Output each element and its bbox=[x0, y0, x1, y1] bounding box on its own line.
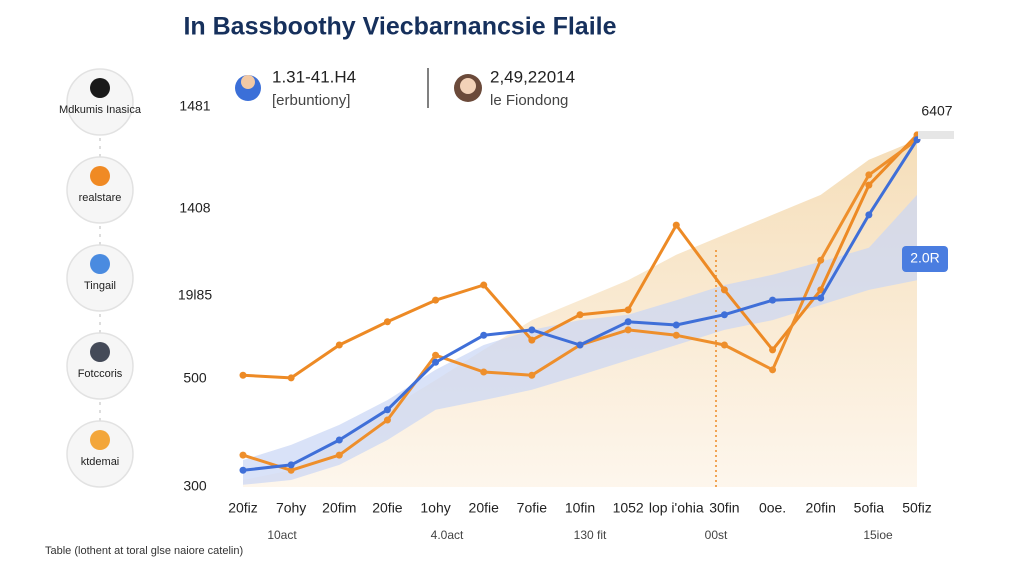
sidebar-icon bbox=[90, 254, 110, 274]
point bbox=[383, 318, 391, 326]
x-tick-label: 1ohy bbox=[420, 500, 450, 516]
point bbox=[239, 371, 247, 379]
point bbox=[720, 286, 728, 294]
x-tick-label: lop i'ohia bbox=[649, 500, 704, 516]
y-tick-label: 19l85 bbox=[178, 287, 212, 303]
sidebar: Mdkumis Inasica realstare Tingail Fotccoris… bbox=[59, 68, 142, 488]
point bbox=[672, 221, 680, 229]
sidebar-label: Fotccoris bbox=[78, 368, 123, 380]
point bbox=[865, 171, 873, 179]
footer: Table (lothent at toral glse naiore cate… bbox=[45, 545, 243, 557]
point bbox=[769, 346, 777, 354]
y-tick-label: 500 bbox=[183, 370, 207, 386]
y-tick-label: 1481 bbox=[179, 98, 210, 114]
sidebar-icon bbox=[90, 342, 110, 362]
point bbox=[865, 181, 873, 189]
point bbox=[335, 436, 343, 444]
sidebar-label: Tingail bbox=[84, 280, 116, 292]
badge bbox=[902, 246, 948, 272]
point bbox=[528, 336, 536, 344]
badge-label: 2.0R bbox=[910, 250, 940, 266]
header-value: 1.31-41.H4 bbox=[272, 67, 356, 86]
sidebar-item bbox=[66, 420, 134, 488]
point bbox=[769, 296, 777, 304]
x-tick-label: 30fin bbox=[709, 500, 739, 516]
point bbox=[672, 331, 680, 339]
x-tick-label: 0oe. bbox=[759, 500, 786, 516]
point bbox=[239, 466, 247, 474]
point bbox=[624, 318, 632, 326]
point bbox=[432, 351, 440, 359]
x-tick-label: 20fim bbox=[322, 500, 356, 516]
x-sublabel: 4.0act bbox=[431, 528, 464, 542]
x-tick-label: 7ofie bbox=[517, 500, 548, 516]
sidebar-item bbox=[66, 332, 134, 400]
point bbox=[672, 321, 680, 329]
x-tick-label: 20fie bbox=[469, 500, 500, 516]
x-tick-label: 10fin bbox=[565, 500, 595, 516]
point bbox=[576, 341, 584, 349]
x-tick-label: 5ofia bbox=[854, 500, 885, 516]
sidebar-label: realstare bbox=[79, 192, 122, 204]
sidebar-item bbox=[66, 68, 134, 136]
point bbox=[383, 416, 391, 424]
band bbox=[243, 194, 917, 485]
point bbox=[383, 406, 391, 414]
sidebar-item bbox=[66, 156, 134, 224]
point bbox=[624, 326, 632, 334]
x-tick-label: 20fiz bbox=[228, 500, 258, 516]
x-sublabel: 130 fit bbox=[574, 528, 607, 542]
x-tick-label: 1052 bbox=[613, 500, 644, 516]
x-tick-label: 50fiz bbox=[902, 500, 932, 516]
point bbox=[335, 341, 343, 349]
header-label: le Fiondong bbox=[490, 92, 568, 109]
x-tick-label: 7ohy bbox=[276, 500, 306, 516]
point bbox=[576, 311, 584, 319]
x-tick-label: 20fin bbox=[806, 500, 836, 516]
point bbox=[287, 374, 295, 382]
x-sublabel: 15ioe bbox=[863, 528, 893, 542]
point bbox=[480, 281, 488, 289]
point bbox=[480, 368, 488, 376]
point bbox=[720, 341, 728, 349]
x-tick-label: 20fie bbox=[372, 500, 403, 516]
point bbox=[528, 326, 536, 334]
point bbox=[624, 306, 632, 314]
header-label: [erbuntiony] bbox=[272, 92, 350, 109]
point bbox=[769, 366, 777, 374]
point bbox=[817, 294, 825, 302]
avatar-face bbox=[460, 78, 476, 94]
y-tick-label: 300 bbox=[183, 478, 207, 494]
point bbox=[817, 256, 825, 264]
sidebar-item bbox=[66, 244, 134, 312]
point bbox=[865, 211, 873, 219]
plot: 300 500 19l85 1408 1481 20fiz 7ohy 20fim 20fie 1o… bbox=[178, 98, 954, 542]
avatar-face bbox=[241, 75, 255, 89]
point bbox=[239, 451, 247, 459]
point bbox=[432, 296, 440, 304]
sidebar-label: ktdemai bbox=[81, 456, 120, 468]
point bbox=[287, 466, 295, 474]
point bbox=[817, 286, 825, 294]
y-tick-label: 1408 bbox=[179, 200, 210, 216]
title: In Bassboothy Viecbarnancsie Flaile bbox=[183, 13, 616, 41]
x-sublabel: 00st bbox=[705, 528, 728, 542]
sidebar-label: Mdkumis Inasica bbox=[59, 104, 142, 116]
sidebar-icon bbox=[90, 78, 110, 98]
x-sublabel: 10act bbox=[267, 528, 297, 542]
point bbox=[335, 451, 343, 459]
point bbox=[432, 358, 440, 366]
sidebar-icon bbox=[90, 166, 110, 186]
annotation: 6407 bbox=[921, 103, 952, 119]
point bbox=[287, 461, 295, 469]
sidebar-icon bbox=[90, 430, 110, 450]
point bbox=[720, 311, 728, 319]
point bbox=[480, 331, 488, 339]
point bbox=[528, 371, 536, 379]
header-value: 2,49,22014 bbox=[490, 67, 575, 86]
annotation-box bbox=[918, 131, 954, 139]
